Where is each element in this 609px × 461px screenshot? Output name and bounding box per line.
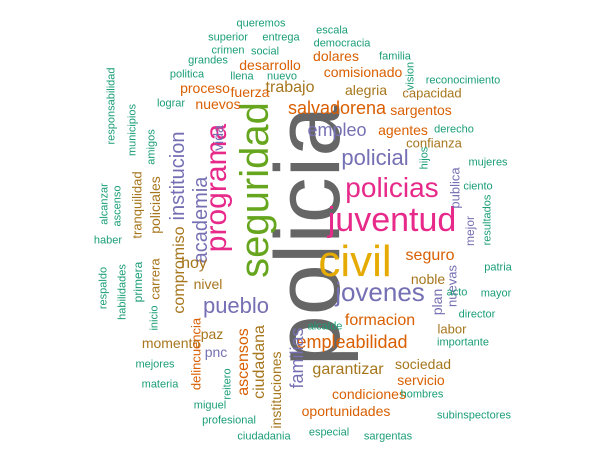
word-ascenso: ascenso — [111, 185, 124, 227]
word-escala: escala — [316, 24, 348, 37]
word-reconocimiento: reconocimiento — [425, 74, 501, 87]
word-confianza: confianza — [406, 135, 462, 151]
word-empleabilidad: empleabilidad — [296, 332, 408, 352]
word-mujeres: mujeres — [468, 156, 508, 169]
word-civil: civil — [318, 237, 392, 286]
word-fuerza: fuerza — [230, 84, 270, 100]
word-ciudadana: ciudadana — [251, 325, 268, 399]
word-garantizar: garantizar — [312, 361, 384, 378]
word-comisionado: comisionado — [323, 64, 403, 80]
word-social: social — [250, 45, 280, 58]
word-importante: importante — [437, 336, 489, 349]
word-haber: haber — [93, 234, 123, 247]
word-policias: policias — [345, 172, 439, 203]
word-dolares: dolares — [313, 48, 359, 64]
word-alcalde: alcalde — [307, 320, 343, 333]
word-empleo: empleo — [307, 120, 367, 140]
word-municipios: municipios — [126, 104, 139, 156]
word-publica: publica — [447, 167, 463, 209]
word-hijos: hijos — [418, 146, 431, 170]
word-momento: momento — [141, 335, 201, 351]
word-sargentas: sargentas — [363, 430, 413, 443]
word-crimen: crimen — [211, 44, 245, 57]
word-ciento: ciento — [463, 180, 493, 193]
word-vida: vida — [210, 125, 226, 151]
word-democracia: democracia — [313, 37, 371, 50]
word-resultados: resultados — [481, 194, 494, 246]
word-trabajo: trabajo — [265, 79, 315, 96]
word-pueblo: pueblo — [202, 293, 270, 318]
word-nivel: nivel — [193, 276, 223, 292]
word-amigos: amigos — [145, 129, 158, 165]
word-seguro: seguro — [405, 247, 455, 264]
word-ascensos: ascensos — [235, 328, 252, 396]
word-hoy: hoy — [181, 255, 207, 272]
word-paz: paz — [200, 326, 224, 342]
word-labor: labor — [437, 321, 467, 337]
word-nuevos: nuevos — [195, 96, 241, 112]
word-primera: primera — [131, 261, 145, 303]
word-academia: academia — [190, 176, 212, 264]
word-grandes: grandes — [188, 54, 228, 67]
word-plan: plan — [429, 288, 445, 316]
word-institucion: institucion — [167, 131, 189, 221]
word-alcanzar: alcanzar — [98, 183, 111, 225]
word-vision: vision — [404, 61, 417, 91]
word-pnc: pnc — [204, 344, 228, 360]
word-subinspectores: subinspectores — [437, 409, 511, 422]
word-tranquilidad: tranquilidad — [129, 171, 145, 239]
word-delincuencia: delincuencia — [188, 317, 204, 391]
word-ciudadania: ciudadania — [237, 430, 291, 443]
word-especial: especial — [308, 426, 350, 439]
word-formacion: formacion — [344, 312, 416, 329]
word-familia: familia — [379, 50, 411, 63]
word-alegria: alegria — [344, 82, 388, 98]
word-profesional: profesional — [202, 414, 256, 427]
word-capacidad: capacidad — [402, 85, 462, 101]
word-oportunidades: oportunidades — [301, 403, 391, 419]
word-derecho: derecho — [434, 123, 474, 136]
word-habilidades: habilidades — [116, 264, 129, 320]
word-mejores: mejores — [135, 358, 175, 371]
word-mayor: mayor — [480, 287, 512, 300]
word-politica: politica — [169, 68, 205, 81]
word-agentes: agentes — [378, 122, 428, 138]
word-nuevo: nuevo — [267, 70, 297, 83]
word-director: director — [458, 308, 496, 321]
word-reitero: reitero — [221, 368, 234, 400]
word-salvadorena: salvadorena — [287, 98, 387, 118]
word-juventud: juventud — [327, 201, 457, 239]
word-policiales: policiales — [147, 176, 163, 234]
word-condiciones: condiciones — [332, 386, 406, 402]
word-lograr: lograr — [156, 97, 186, 110]
word-entrega: entrega — [262, 31, 300, 44]
word-miguel: miguel — [193, 399, 227, 412]
word-instituciones: instituciones — [268, 351, 284, 429]
word-materia: materia — [141, 378, 179, 391]
word-familias: familias — [287, 327, 307, 389]
word-jovenes: jovenes — [335, 277, 425, 307]
word-proceso: proceso — [180, 80, 230, 96]
word-acto: acto — [446, 286, 468, 299]
word-responsabilidad: responsabilidad — [105, 67, 118, 145]
word-respaldo: respaldo — [97, 266, 110, 310]
word-servicio: servicio — [397, 372, 445, 388]
word-hombres: hombres — [400, 388, 444, 401]
word-patria: patria — [484, 261, 512, 274]
word-carrera: carrera — [147, 258, 163, 300]
word-queremos: queremos — [236, 17, 286, 30]
word-inicio: inicio — [148, 305, 161, 331]
word-llena: llena — [230, 70, 254, 83]
word-superior: superior — [208, 31, 248, 44]
word-seguridad: seguridad — [233, 102, 277, 278]
word-noble: noble — [410, 271, 446, 287]
word-sociedad: sociedad — [394, 356, 452, 372]
word-sargentos: sargentos — [390, 102, 452, 118]
word-desarrollo: desarrollo — [239, 57, 301, 73]
word-mejor: mejor — [463, 215, 477, 247]
word-policial: policial — [341, 145, 409, 170]
